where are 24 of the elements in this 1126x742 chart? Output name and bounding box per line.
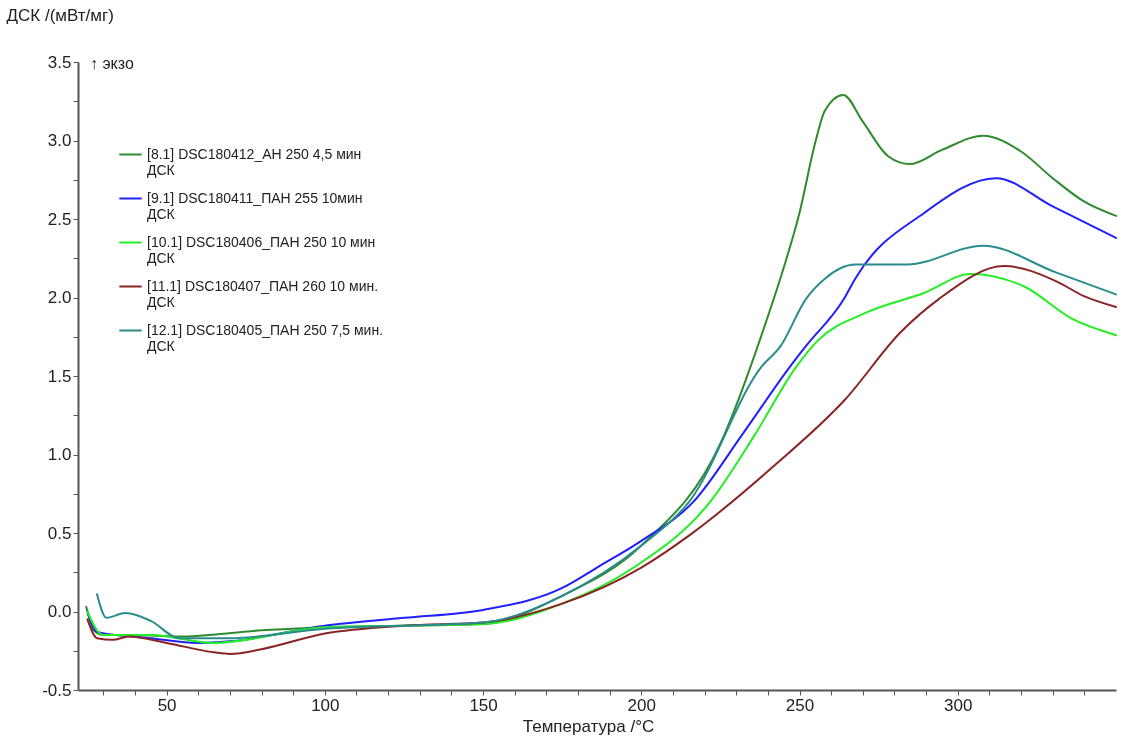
y-tick-label: 2.5 [47, 209, 72, 229]
legend-label: [9.1] DSC180411_ПАН 255 10мин ДСК [147, 189, 363, 222]
x-tick-label: 100 [311, 695, 340, 715]
y-tick-label: 0.5 [47, 523, 72, 543]
x-tick-label: 300 [944, 695, 973, 715]
x-tick-label: 50 [157, 695, 177, 715]
y-tick-label: -0.5 [42, 680, 72, 700]
y-tick-label: 1.5 [47, 366, 72, 386]
legend-label: [8.1] DSC180412_АН 250 4,5 мин ДСК [147, 145, 362, 178]
legend-label: [10.1] DSC180406_ПАН 250 10 мин ДСК [147, 233, 376, 266]
legend-label: [12.1] DSC180405_ПАН 250 7,5 мин. ДСК [147, 321, 384, 354]
x-tick-label: 200 [627, 695, 656, 715]
x-tick-label: 150 [469, 695, 498, 715]
y-tick-label: 3.5 [47, 52, 72, 72]
y-tick-label: 2.0 [47, 288, 72, 307]
y-axis-title: ДСК /(мВт/мг) [6, 5, 114, 25]
legend-label: [11.1] DSC180407_ПАН 260 10 мин. ДСК [147, 277, 379, 310]
x-tick-label: 250 [785, 695, 815, 715]
x-axis-title: Температура /°C [522, 716, 655, 736]
annotation: ↑ экзо [90, 55, 134, 72]
line-series [86, 177, 1117, 644]
y-tick-label: 1.0 [47, 445, 72, 464]
y-tick-label: 0.0 [47, 602, 72, 621]
y-tick-label: 3.0 [47, 131, 72, 150]
